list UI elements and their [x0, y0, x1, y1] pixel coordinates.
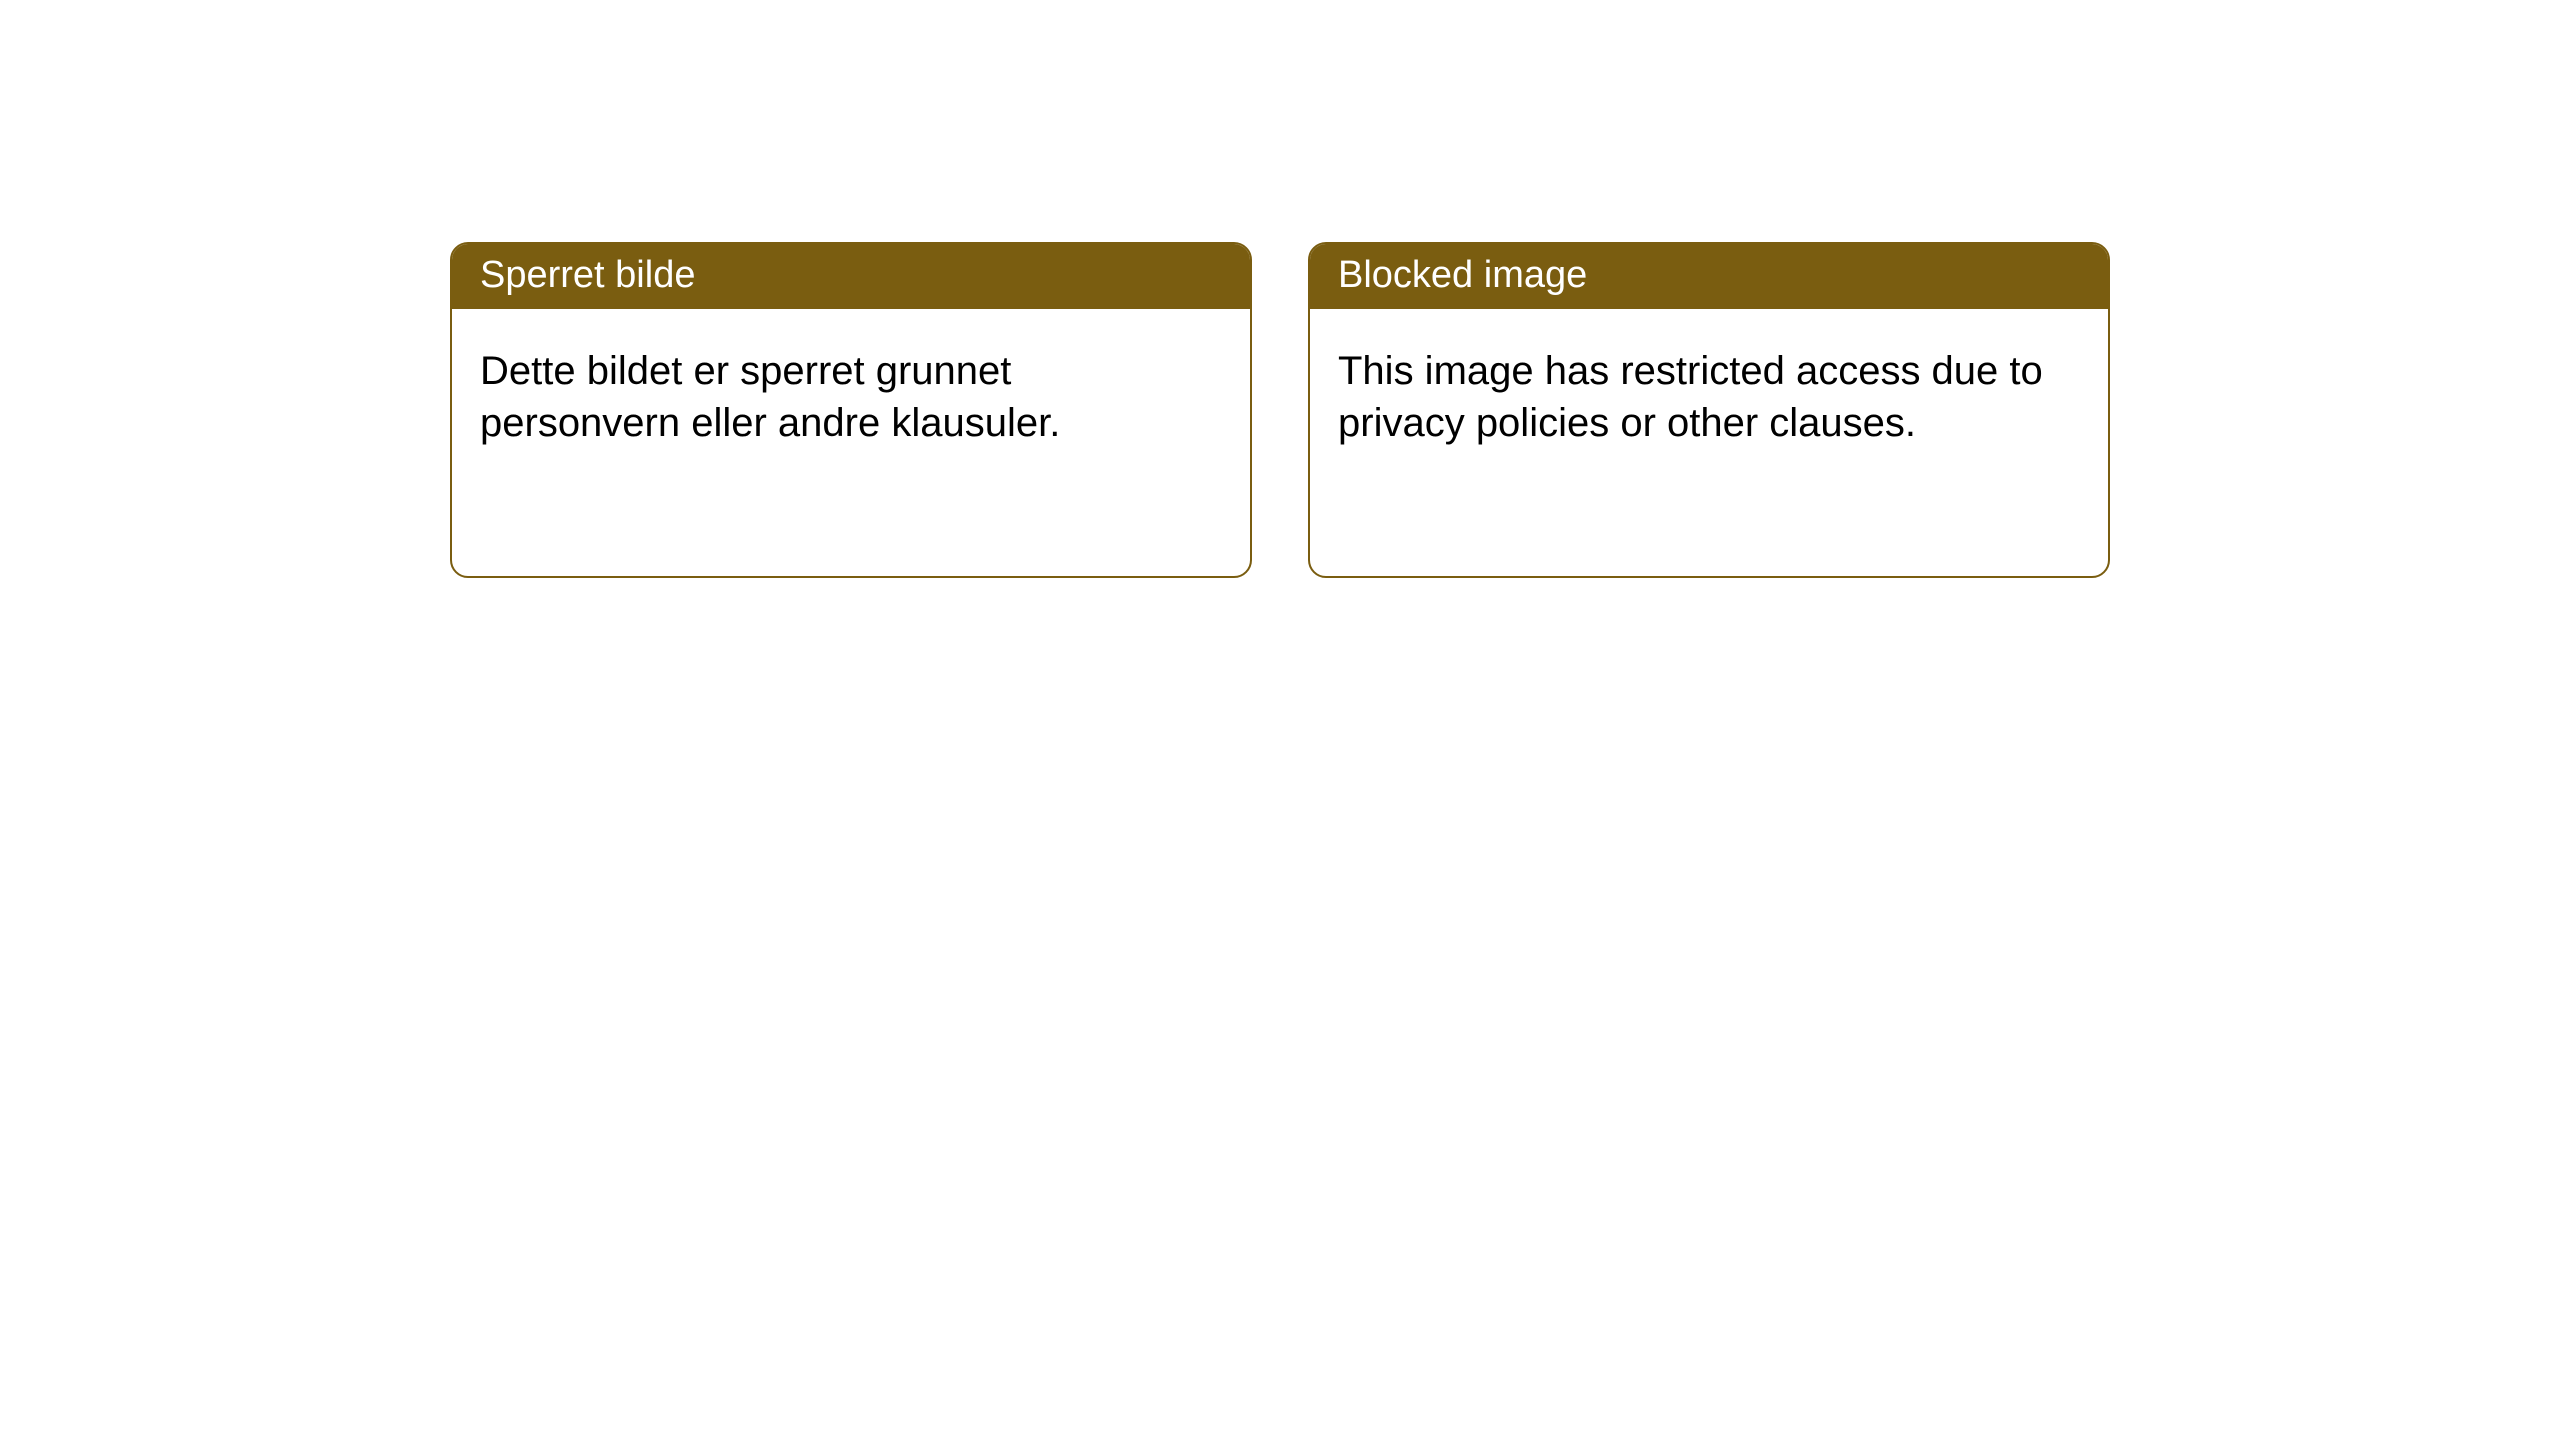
blocked-image-notice-container: Sperret bilde Dette bildet er sperret gr… [0, 0, 2560, 578]
blocked-image-card-en: Blocked image This image has restricted … [1308, 242, 2110, 578]
card-title-en: Blocked image [1338, 254, 1587, 296]
card-header-en: Blocked image [1310, 244, 2108, 309]
card-title-no: Sperret bilde [480, 254, 695, 296]
card-header-no: Sperret bilde [452, 244, 1250, 309]
card-body-en: This image has restricted access due to … [1310, 309, 2108, 477]
card-body-text-no: Dette bildet er sperret grunnet personve… [480, 349, 1060, 445]
card-body-text-en: This image has restricted access due to … [1338, 349, 2043, 445]
card-body-no: Dette bildet er sperret grunnet personve… [452, 309, 1250, 477]
blocked-image-card-no: Sperret bilde Dette bildet er sperret gr… [450, 242, 1252, 578]
